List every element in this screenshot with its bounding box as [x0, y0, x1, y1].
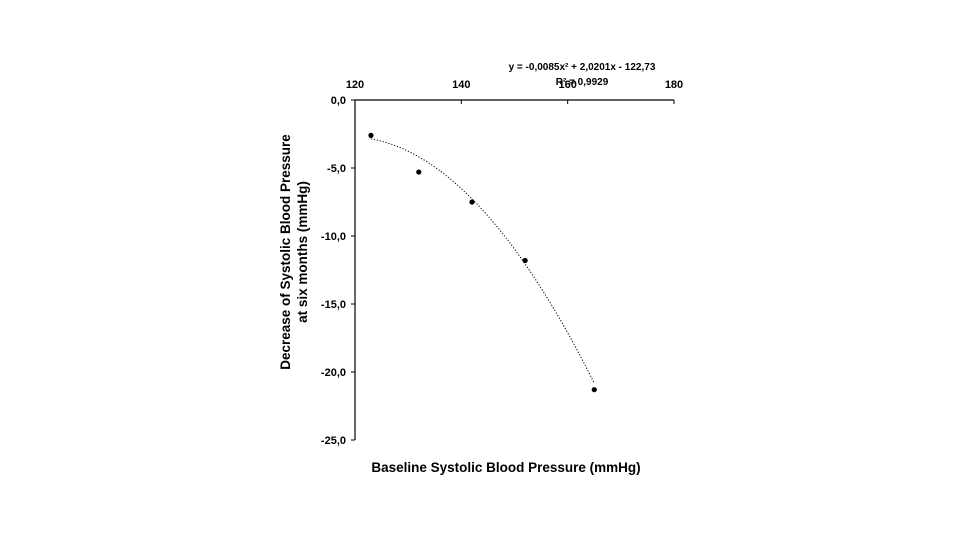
- data-point: [591, 387, 597, 393]
- y-tick-label: -25,0: [321, 435, 346, 447]
- y-axis-title-line-2: at six months (mmHg): [295, 181, 310, 323]
- y-axis-title: Decrease of Systolic Blood Pressure at s…: [278, 134, 310, 370]
- trendline-r-squared: R² = 0,9929: [556, 77, 609, 88]
- x-tick-label: 160: [558, 79, 576, 91]
- x-tick-label: 140: [452, 79, 470, 91]
- y-axis-title-line-1: Decrease of Systolic Blood Pressure: [278, 134, 293, 370]
- x-tick-label: 180: [665, 79, 683, 91]
- data-point: [469, 199, 475, 205]
- y-tick-label: -20,0: [321, 367, 346, 379]
- trendline-equation: y = -0,0085x² + 2,0201x - 122,73: [509, 62, 656, 73]
- axes: [354, 99, 674, 440]
- trendline: [370, 138, 595, 384]
- data-points: [368, 132, 597, 393]
- y-tick-label: 0,0: [331, 95, 346, 107]
- data-point: [416, 169, 422, 175]
- data-point: [368, 132, 374, 138]
- y-tick-label: -5,0: [327, 163, 346, 175]
- data-point: [522, 257, 528, 264]
- x-axis-title: Baseline Systolic Blood Pressure (mmHg): [371, 460, 640, 475]
- y-tick-label: -10,0: [321, 231, 346, 243]
- y-ticks: 0,0 -5,0 -10,0 -15,0 -20,0 -25,0: [321, 95, 355, 447]
- x-ticks: 120 140 160 180: [346, 79, 683, 104]
- y-tick-label: -15,0: [321, 299, 346, 311]
- x-tick-label: 120: [346, 79, 364, 91]
